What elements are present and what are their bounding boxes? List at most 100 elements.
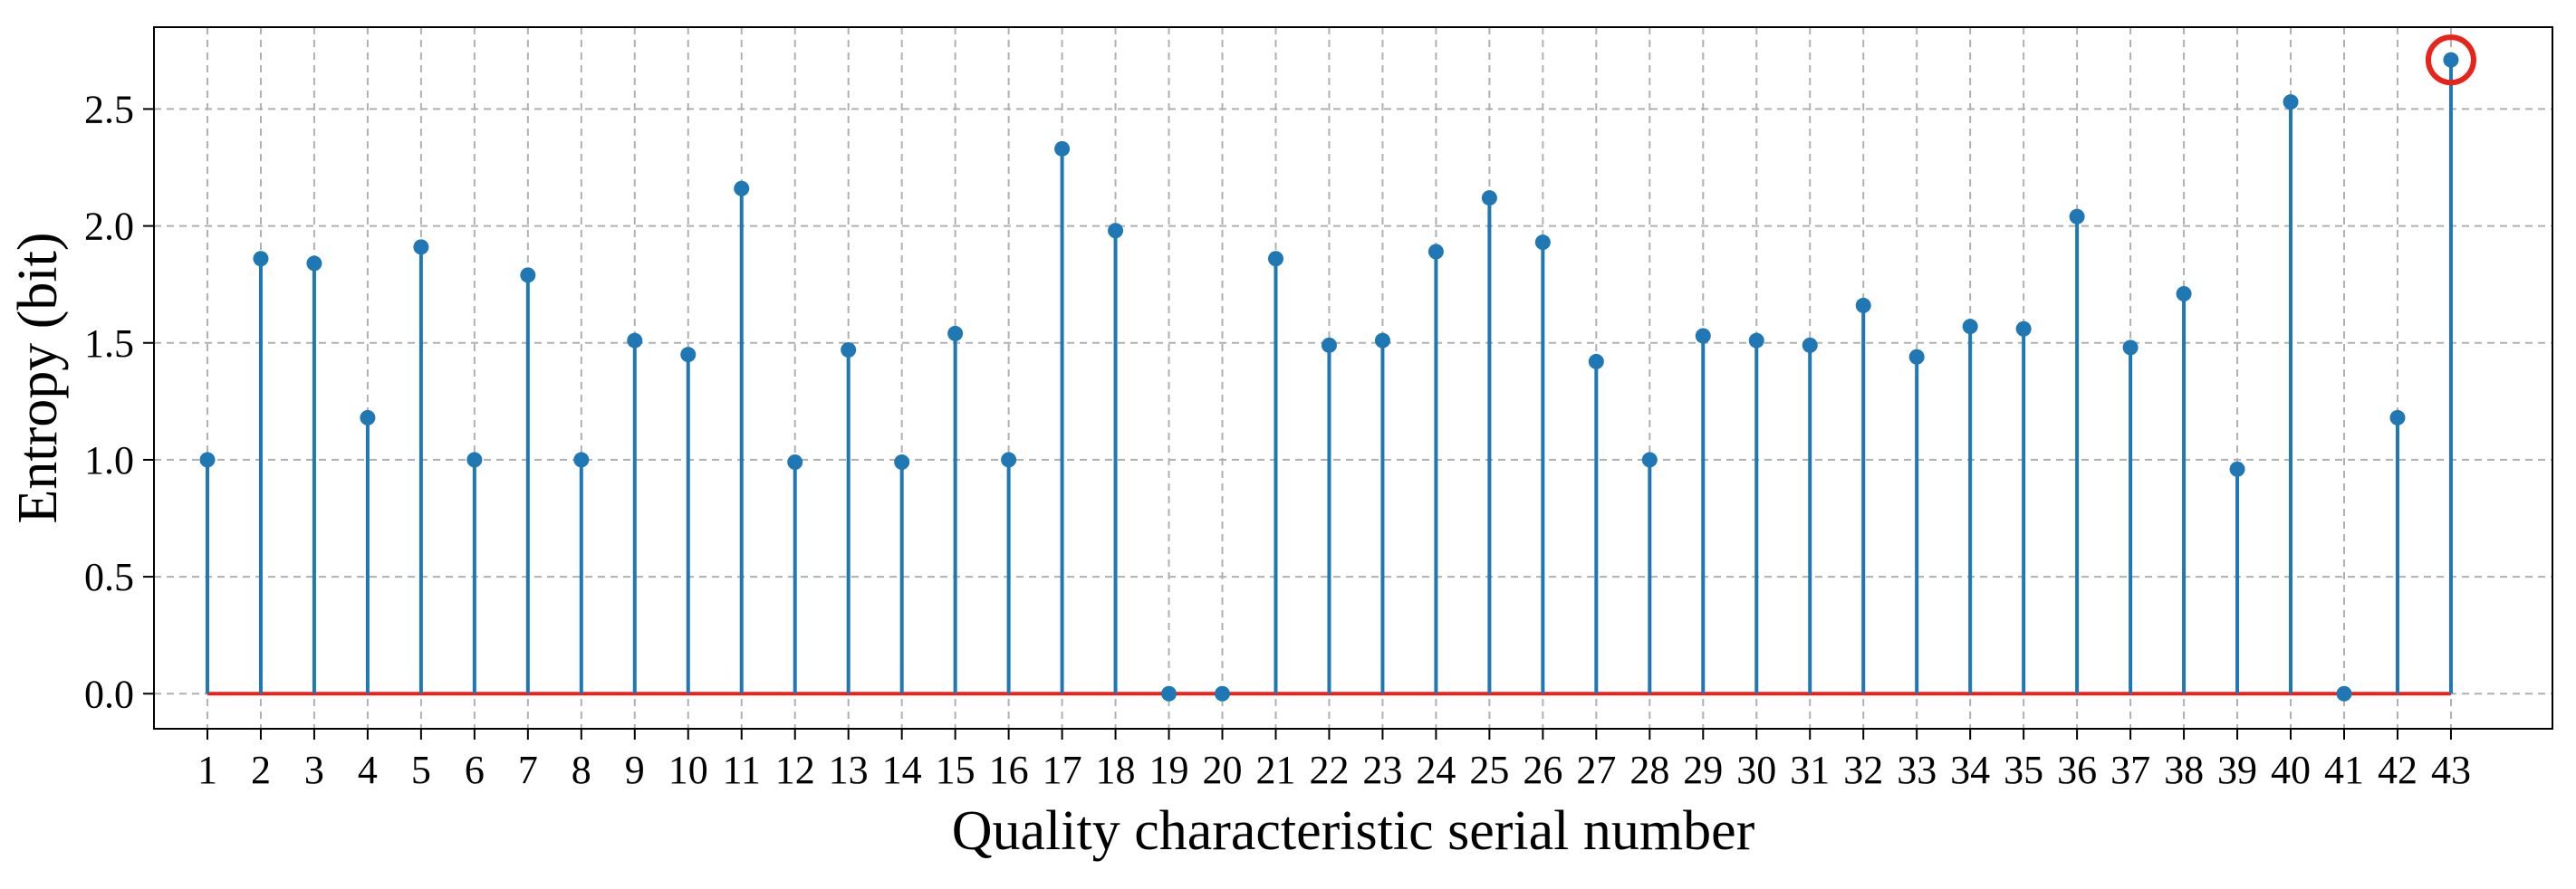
x-tick-label: 36 xyxy=(2057,748,2097,792)
data-point xyxy=(1962,319,1978,335)
x-tick-label: 33 xyxy=(1897,748,1937,792)
x-tick-label: 11 xyxy=(723,748,761,792)
x-tick-labels: 1 2 3 4 5 6 7 8 9 10 11 12 13 14 15 16 17 18 19 20 21 22 23 24 2… xyxy=(197,729,2471,792)
x-tick-label: 42 xyxy=(2378,748,2417,792)
x-tick-label: 39 xyxy=(2217,748,2257,792)
data-point xyxy=(520,267,536,283)
x-tick-label: 15 xyxy=(936,748,976,792)
data-point xyxy=(466,452,483,468)
data-point xyxy=(2336,685,2352,702)
highlight-circle xyxy=(2425,34,2476,86)
x-tick-label: 6 xyxy=(465,748,485,792)
data-point xyxy=(1588,353,1604,369)
x-tick-label: 4 xyxy=(358,748,378,792)
plot-frame xyxy=(153,26,2553,730)
data-point xyxy=(2176,286,2192,301)
data-point xyxy=(2389,409,2406,425)
y-tick-label: 2.5 xyxy=(84,87,134,131)
y-tick-label: 1.0 xyxy=(84,438,134,483)
data-point xyxy=(1001,452,1017,468)
x-tick-label: 2 xyxy=(251,748,271,792)
data-point xyxy=(894,454,910,470)
x-tick-label: 9 xyxy=(625,748,645,792)
data-point xyxy=(2283,94,2299,110)
x-tick-label: 12 xyxy=(775,748,815,792)
data-point xyxy=(1054,140,1071,157)
data-point xyxy=(1802,337,1818,353)
data-point xyxy=(680,347,697,363)
data-point xyxy=(1641,452,1658,468)
data-point xyxy=(734,180,750,196)
data-point xyxy=(360,409,376,425)
x-tick-label: 25 xyxy=(1469,748,1509,792)
x-tick-label: 3 xyxy=(304,748,324,792)
x-tick-label: 18 xyxy=(1096,748,1136,792)
x-tick-label: 17 xyxy=(1043,748,1082,792)
x-tick-label: 29 xyxy=(1683,748,1723,792)
x-tick-label: 37 xyxy=(2110,748,2150,792)
x-tick-label: 43 xyxy=(2431,748,2471,792)
stems-layer xyxy=(205,60,2453,694)
data-point xyxy=(947,325,964,341)
data-point xyxy=(1481,190,1497,206)
data-point xyxy=(199,452,216,468)
data-point xyxy=(1161,685,1177,702)
x-tick-label: 32 xyxy=(1843,748,1883,792)
x-tick-label: 26 xyxy=(1523,748,1562,792)
data-point xyxy=(1215,685,1231,702)
x-tick-label: 40 xyxy=(2271,748,2311,792)
x-tick-label: 35 xyxy=(2004,748,2043,792)
data-point xyxy=(1108,223,1124,239)
y-axis-title: Entropy (bit) xyxy=(7,233,69,524)
x-tick-label: 14 xyxy=(882,748,922,792)
x-tick-label: 27 xyxy=(1576,748,1616,792)
x-axis-title: Quality characteristic serial number xyxy=(952,800,1755,862)
highlight-layer xyxy=(2425,34,2476,86)
data-point xyxy=(2443,52,2459,68)
data-point xyxy=(2015,320,2032,337)
x-tick-label: 23 xyxy=(1362,748,1402,792)
data-point xyxy=(1374,332,1390,349)
x-tick-label: 38 xyxy=(2164,748,2204,792)
data-point xyxy=(1267,251,1283,267)
data-point xyxy=(2229,461,2245,477)
data-point xyxy=(253,251,269,267)
data-point xyxy=(1427,244,1444,260)
data-point xyxy=(1695,328,1711,344)
x-tick-label: 20 xyxy=(1203,748,1243,792)
y-tick-label: 2.0 xyxy=(84,205,134,249)
data-point xyxy=(841,342,857,358)
data-point xyxy=(627,332,643,349)
markers-layer xyxy=(199,52,2459,702)
data-point xyxy=(1748,332,1764,349)
y-tick-label: 0.0 xyxy=(84,672,134,716)
x-tick-label: 8 xyxy=(572,748,591,792)
data-point xyxy=(1908,349,1925,365)
data-point xyxy=(1321,337,1337,353)
x-tick-label: 24 xyxy=(1416,748,1456,792)
data-point xyxy=(2122,339,2139,356)
y-tick-label: 0.5 xyxy=(84,555,134,599)
y-tick-labels: 0.0 0.5 1.0 1.5 2.0 2.5 xyxy=(84,87,154,716)
data-point xyxy=(573,452,590,468)
x-tick-label: 5 xyxy=(411,748,431,792)
data-point xyxy=(2069,208,2085,225)
data-point xyxy=(787,454,803,470)
x-tick-label: 31 xyxy=(1790,748,1830,792)
x-tick-label: 10 xyxy=(668,748,708,792)
x-tick-label: 1 xyxy=(197,748,217,792)
x-tick-label: 16 xyxy=(989,748,1029,792)
data-point xyxy=(1855,297,1871,313)
x-tick-label: 22 xyxy=(1309,748,1349,792)
x-tick-label: 13 xyxy=(829,748,869,792)
x-tick-label: 28 xyxy=(1629,748,1669,792)
x-tick-label: 21 xyxy=(1255,748,1295,792)
x-tick-label: 41 xyxy=(2324,748,2364,792)
y-tick-label: 1.5 xyxy=(84,321,134,366)
data-point xyxy=(413,239,429,255)
data-point xyxy=(1534,234,1551,251)
data-point xyxy=(306,255,322,272)
x-tick-label: 34 xyxy=(1950,748,1990,792)
x-tick-label: 7 xyxy=(518,748,538,792)
